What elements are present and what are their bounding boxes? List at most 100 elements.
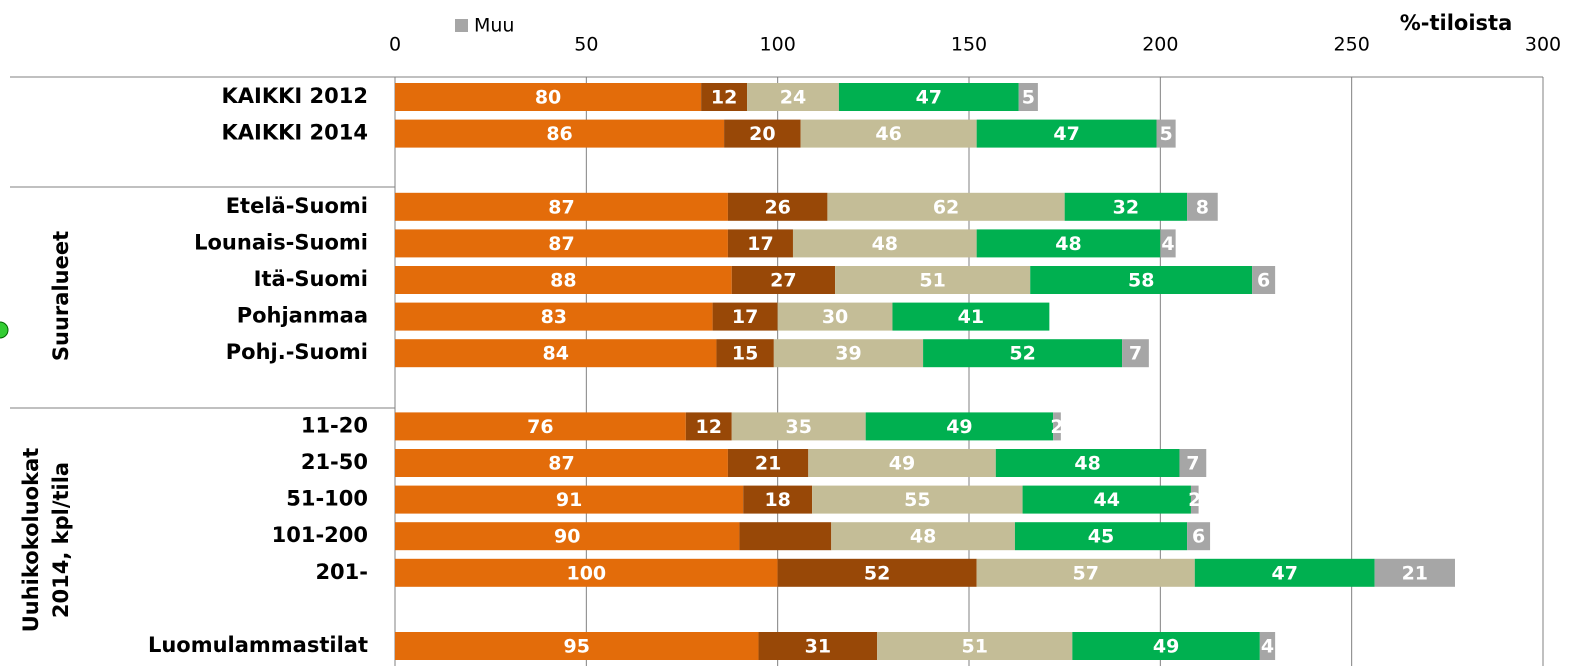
x-tick-label: 50 [574,34,598,56]
data-label: 5 [1022,87,1035,109]
data-label: 21 [1402,562,1428,584]
bar-segment [1030,266,1253,294]
bar-segment [777,302,893,331]
data-label: 55 [904,489,930,511]
marker-dot [0,321,9,339]
bar-segment [731,412,866,441]
bar-segment [777,558,977,587]
data-label: 87 [548,233,574,255]
bar-segment [395,229,728,258]
bar-segment [395,339,717,368]
bar-segment [743,485,813,514]
x-tick-label: 150 [951,34,987,56]
bar-segment [1190,485,1199,514]
bar-segment [727,192,828,221]
y-tick-label: 11-20 [301,413,368,437]
bar-segment [1187,522,1211,551]
bar-segment [827,192,1065,221]
bar-segment [831,522,1015,551]
data-label: 76 [527,416,553,438]
data-label: 87 [548,453,574,475]
bar-segment [1064,192,1188,221]
data-label: 5 [1159,123,1172,145]
data-label: 52 [1009,343,1035,365]
x-tick-label: 100 [760,34,796,56]
bar-segment [724,119,801,148]
data-label: 41 [958,306,984,328]
legend-swatch [455,19,468,32]
axis-label: %-tiloista [1400,11,1513,35]
data-label: 26 [764,196,790,218]
data-label: 35 [785,416,811,438]
bar-segment [395,522,740,551]
data-label: 46 [875,123,901,145]
data-label: 52 [864,562,890,584]
data-label: 47 [1271,562,1297,584]
bar-segment [1187,192,1218,221]
data-label: 15 [732,343,758,365]
bar-segment [1156,119,1176,148]
bar-segment [685,412,732,441]
data-label: 6 [1192,526,1205,548]
bar-segment [976,558,1195,587]
bar-segment [395,449,728,477]
bar-segment [838,83,1019,111]
data-label: 62 [933,196,959,218]
y-tick-label: 201- [315,560,368,584]
data-label: 88 [550,270,576,292]
data-label: 31 [805,636,831,658]
y-tick-label: Itä-Suomi [254,267,368,291]
bar-segment [1160,229,1176,258]
data-label: 30 [822,306,848,328]
bar-segment [727,229,793,258]
legend-label: Muu [474,15,514,37]
bar-segment [727,449,809,477]
bar-segment [395,412,686,441]
data-label: 44 [1094,489,1120,511]
bar-segment [1179,449,1207,477]
data-label: 87 [548,196,574,218]
bar-segment [395,266,732,294]
bar-segment [1259,632,1276,660]
y-tick-label: Pohj.-Suomi [226,340,368,364]
data-label: 100 [566,562,606,584]
data-label: 32 [1113,196,1139,218]
bar-segment [701,83,748,111]
bar-segment [747,83,839,111]
bar-segment [892,302,1050,331]
data-label: 48 [1055,233,1081,255]
data-label: 4 [1261,636,1274,658]
data-label: 39 [835,343,861,365]
data-label: 48 [872,233,898,255]
data-label: 2 [1050,416,1063,438]
data-label: 47 [916,87,942,109]
data-label: 8 [1196,196,1209,218]
data-label: 12 [696,416,722,438]
bar-segment [773,339,924,368]
x-tick-label: 200 [1142,34,1178,56]
bar-segment [1122,339,1149,368]
data-label: 58 [1128,270,1154,292]
data-label: 51 [962,636,988,658]
data-label: 4 [1161,233,1174,255]
bar-segment [812,485,1023,514]
y-tick-label: Pohjanmaa [237,304,368,328]
y-tick-label: Luomulammastilat [148,633,368,657]
bar-segment [1014,522,1188,551]
bar-segment [976,119,1157,148]
bar-segment [395,302,713,331]
data-label: 49 [889,453,915,475]
bar-segment [395,192,728,221]
data-label: 17 [747,233,773,255]
bar-segment [1018,83,1038,111]
data-label: 7 [1186,453,1199,475]
y-tick-label: 21-50 [301,450,368,474]
bar-segment [731,266,836,294]
data-label: 20 [749,123,775,145]
x-tick-label: 300 [1525,34,1561,56]
bar-segment [835,266,1031,294]
data-label: 83 [541,306,567,328]
bar-segment [792,229,977,258]
bar-segment [923,339,1123,368]
bar-segment [395,119,725,148]
